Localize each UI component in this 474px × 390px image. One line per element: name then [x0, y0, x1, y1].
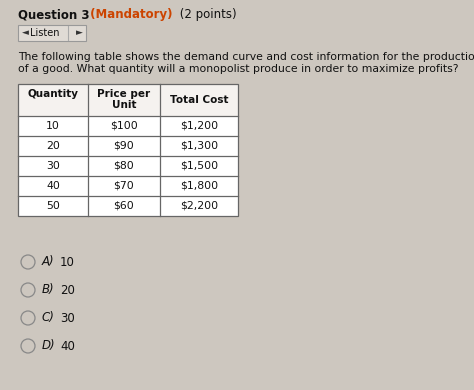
- Text: A): A): [42, 255, 55, 268]
- Text: Listen: Listen: [30, 28, 60, 38]
- Text: 30: 30: [60, 312, 75, 324]
- Text: Question 3: Question 3: [18, 8, 90, 21]
- Text: 40: 40: [46, 181, 60, 191]
- Text: The following table shows the demand curve and cost information for the producti: The following table shows the demand cur…: [18, 52, 474, 62]
- Bar: [18, 25, 86, 41]
- Text: Price per: Price per: [98, 89, 151, 99]
- Text: $1,500: $1,500: [180, 161, 218, 171]
- Text: Unit: Unit: [112, 100, 136, 110]
- Text: 20: 20: [46, 141, 60, 151]
- Text: $60: $60: [114, 201, 134, 211]
- Text: $100: $100: [110, 121, 138, 131]
- Text: 40: 40: [60, 340, 75, 353]
- Text: 30: 30: [46, 161, 60, 171]
- Text: 50: 50: [46, 201, 60, 211]
- Bar: [18, 84, 238, 216]
- Text: Total Cost: Total Cost: [170, 95, 228, 105]
- Text: 20: 20: [60, 284, 75, 296]
- Bar: [18, 84, 238, 216]
- Text: (Mandatory): (Mandatory): [86, 8, 173, 21]
- Text: $1,300: $1,300: [180, 141, 218, 151]
- Text: ◄: ◄: [22, 28, 29, 37]
- Text: ►: ►: [76, 28, 83, 37]
- Text: 10: 10: [60, 255, 75, 268]
- Text: D): D): [42, 340, 55, 353]
- Text: 10: 10: [46, 121, 60, 131]
- Text: (2 points): (2 points): [176, 8, 237, 21]
- Text: $1,200: $1,200: [180, 121, 218, 131]
- Text: $70: $70: [114, 181, 134, 191]
- Text: Quantity: Quantity: [27, 89, 79, 99]
- Bar: [18, 84, 238, 116]
- Text: of a good. What quantity will a monopolist produce in order to maximize profits?: of a good. What quantity will a monopoli…: [18, 64, 458, 74]
- Text: $2,200: $2,200: [180, 201, 218, 211]
- Text: $80: $80: [114, 161, 134, 171]
- Text: $90: $90: [114, 141, 134, 151]
- Text: C): C): [42, 312, 55, 324]
- Text: $1,800: $1,800: [180, 181, 218, 191]
- Text: B): B): [42, 284, 55, 296]
